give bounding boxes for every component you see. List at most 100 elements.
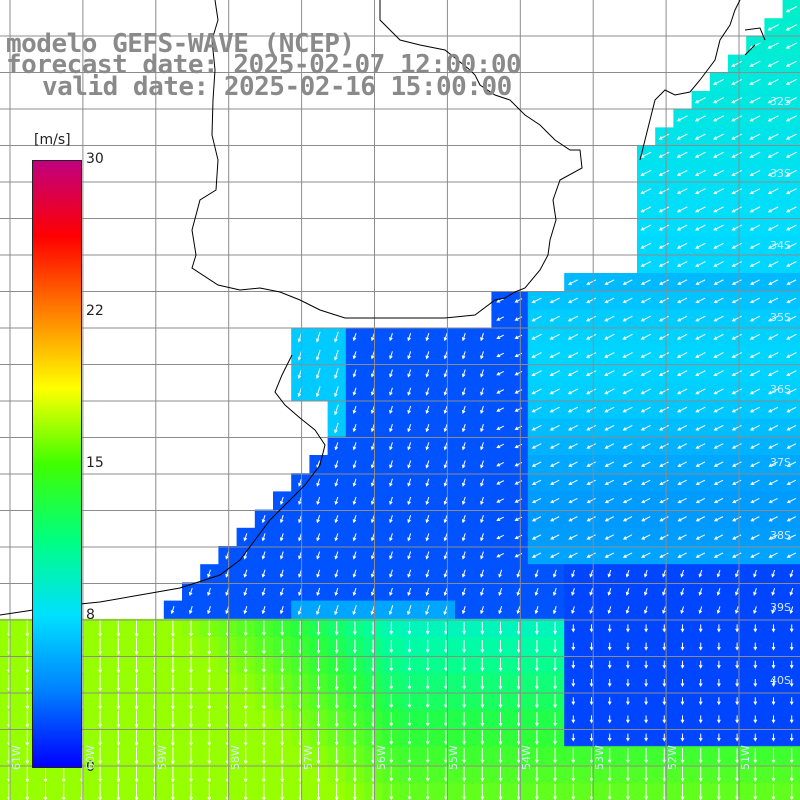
wind-arrow [717,624,721,633]
wind-arrow [134,729,139,747]
wind-arrow [98,674,102,692]
wind-arrow [334,765,339,783]
wind-arrow [444,748,448,764]
wind-arrow [658,333,670,340]
wind-arrow [713,370,724,377]
wind-arrow [786,315,797,322]
wind-arrow [298,478,302,487]
wind-arrow [316,747,321,765]
wind-arrow [461,569,466,578]
wind-arrow [622,406,633,413]
wind-arrow [261,533,266,542]
wind-arrow [352,351,357,360]
wind-arrow [407,369,412,378]
wind-arrow [786,497,797,504]
coastline [191,0,583,319]
wind-arrow [695,388,706,395]
wind-arrow [170,606,175,615]
wind-arrow [261,569,266,578]
wind-arrow [771,697,776,706]
wind-arrow [716,588,721,596]
wind-arrow [771,569,776,578]
wind-arrow [207,747,212,765]
wind-arrow [279,551,284,560]
wind-arrow [207,606,211,615]
wind-arrow [443,387,448,396]
wind-arrow [732,552,742,558]
wind-arrow [713,388,724,395]
wind-arrow [516,676,521,690]
wind-arrow [735,679,739,688]
wind-arrow [786,425,797,431]
wind-arrow [640,206,652,213]
wind-arrow [676,206,688,213]
wind-arrow [735,697,739,706]
wind-arrow [407,496,412,506]
wind-arrow [695,516,706,522]
wind-arrow [496,516,505,521]
wind-arrow [735,733,739,742]
wind-arrow [713,443,724,449]
wind-arrow [531,297,542,304]
wind-arrow [334,422,339,434]
wind-arrow [389,351,393,360]
wind-arrow [462,640,466,654]
wind-arrow [334,331,339,343]
wind-arrow [694,97,706,104]
wind-arrow [98,747,102,765]
wind-arrow [658,425,669,431]
wind-arrow [25,692,30,710]
wind-arrow [622,297,633,304]
wind-arrow [607,569,612,578]
wind-arrow [749,406,761,413]
wind-arrow [425,640,430,654]
wind-arrow [389,333,393,342]
wind-arrow [607,766,612,782]
wind-arrow [640,188,652,195]
wind-arrow [261,587,266,597]
wind-arrow [789,733,794,742]
wind-arrow [334,639,339,654]
wind-arrow [243,747,248,765]
wind-arrow [662,715,667,724]
wind-arrow [607,679,612,688]
wind-arrow [695,370,706,377]
wind-arrow [480,569,484,578]
wind-arrow [622,552,633,558]
wind-arrow [586,534,596,540]
wind-arrow [280,729,284,747]
wind-arrow [407,730,412,746]
wind-arrow [625,569,630,578]
wind-arrow [370,405,375,415]
wind-arrow [514,498,523,503]
wind-arrow [207,620,212,637]
wind-arrow [98,710,102,729]
wind-arrow [658,188,670,195]
wind-arrow [352,496,357,506]
wind-arrow [694,151,706,158]
wind-arrow [261,606,266,615]
wind-arrow [207,710,212,729]
wind-arrow [443,515,448,524]
wind-arrow [280,710,284,728]
wind-arrow [334,675,339,691]
wind-arrow [680,715,685,724]
wind-arrow [461,587,466,597]
wind-arrow [531,534,542,540]
wind-arrow [316,675,321,691]
wind-arrow [749,297,761,304]
wind-arrow [370,533,375,542]
wind-arrow [589,679,594,688]
wind-arrow [680,569,685,578]
wind-arrow [389,657,394,672]
wind-arrow [389,675,394,691]
wind-arrow [732,479,742,485]
wind-arrow [531,315,542,322]
lon-label-61w: 61W [10,745,23,770]
wind-arrow [731,425,742,431]
wind-arrow [334,693,339,709]
wind-arrow [407,351,412,360]
wind-arrow [334,551,339,560]
wind-arrow [716,569,721,578]
wind-arrow [586,552,596,558]
